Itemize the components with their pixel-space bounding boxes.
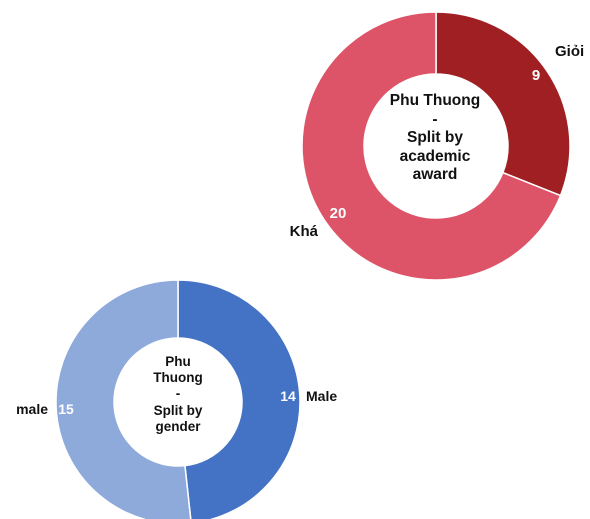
award-slice-kha [301,11,562,281]
award-value-label-kha: 20 [330,205,347,222]
gender-value-label-male: 14 [280,388,296,404]
award-donut-chart: 9 Giỏi 20 Khá [290,11,584,281]
gender-slice-male [55,279,192,519]
award-category-label-gioi: Giỏi [555,43,584,60]
gender-chart-title: Phu Thuong - Split by gender [126,354,230,435]
gender-value-label-male: 15 [58,401,74,417]
gender-slice-male [177,279,301,519]
gender-title-line-1: Phu [165,354,191,369]
award-title-line-5: award [412,166,458,184]
award-chart-title: Phu Thuong - Split by academic award [370,92,500,185]
award-title-line-1: Phu Thuong [389,92,481,109]
gender-title-line-2: Thuong [153,370,203,386]
award-slice-gioi [435,11,571,197]
award-title-line-2: - [432,110,438,128]
gender-category-label-male: Male [306,388,337,404]
gender-category-label-male: male [16,401,48,417]
award-title-line-3: Split by [407,129,463,147]
award-value-label-gioi: 9 [532,67,540,84]
gender-title-line-5: gender [155,418,201,434]
gender-donut-chart: 14 Male 15 male [16,279,337,519]
gender-title-line-4: Split by [153,402,203,418]
award-category-label-kha: Khá [290,223,319,240]
award-title-line-4: academic [399,147,471,165]
gender-title-line-3: - [175,386,181,402]
